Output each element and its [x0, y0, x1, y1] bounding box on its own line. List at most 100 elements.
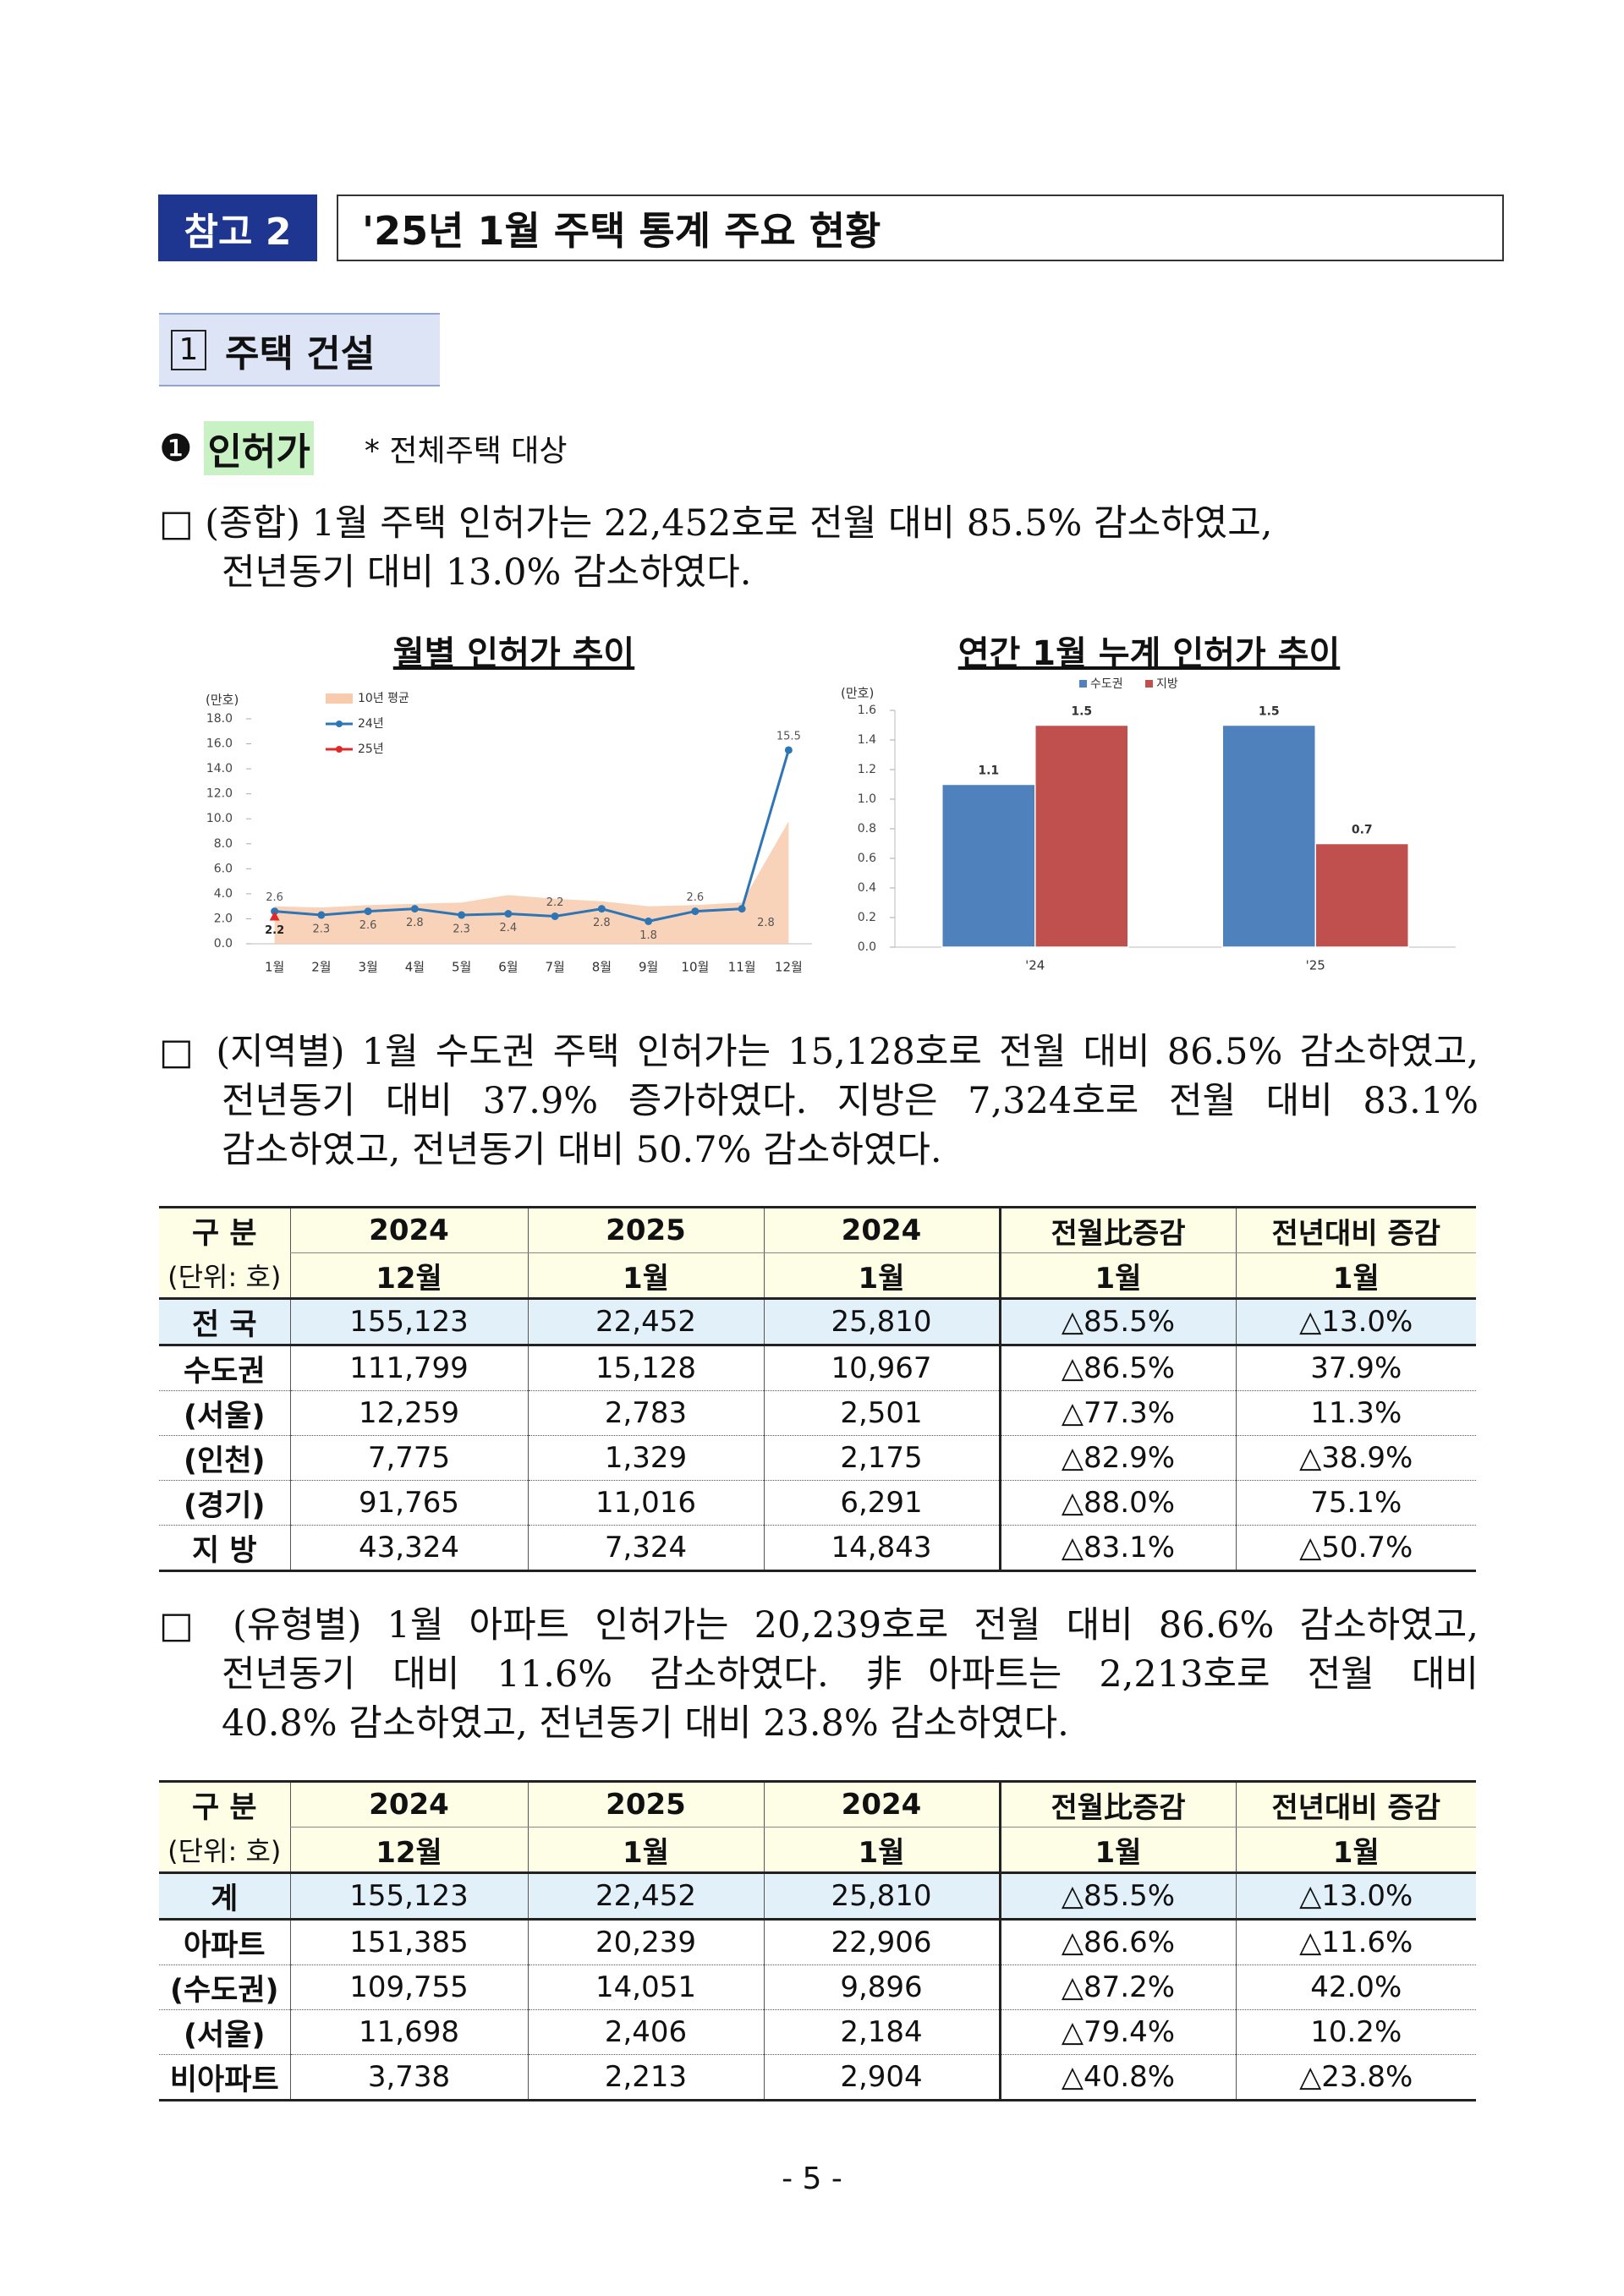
x-tick-label: 2월	[311, 960, 331, 975]
table-cell: (수도권)	[159, 1964, 290, 2010]
y-tick-label: 0.0	[858, 940, 876, 954]
paragraph-line: □ (종합) 1월 주택 인허가는 22,452호로 전월 대비 85.5% 감…	[159, 502, 1273, 545]
bar	[1314, 842, 1409, 948]
point	[691, 907, 700, 916]
table-cell: △86.6%	[998, 1919, 1236, 1965]
table-cell: 75.1%	[1235, 1480, 1476, 1526]
x-tick-label: 10월	[681, 960, 709, 975]
table-cell: 3,738	[289, 2054, 528, 2101]
x-tick-label: 12월	[775, 960, 803, 975]
table-cell: △11.6%	[1235, 1919, 1476, 1965]
x-tick-label: 9월	[639, 960, 658, 975]
y-tick-label: 1.0	[858, 792, 876, 806]
data-label: 2.8	[406, 917, 424, 929]
paragraph-line: 전년동기 대비 13.0% 감소하였다.	[222, 551, 752, 594]
paragraph: □ (유형별) 1월 아파트 인허가는 20,239호로 전월 대비 86.6%…	[159, 1601, 1479, 1748]
table-cell: △13.0%	[1235, 1872, 1476, 1921]
bar	[1034, 724, 1129, 948]
table-cell: 14,051	[527, 1964, 764, 2010]
table-row: (경기) 91,765 11,016 6,291 △88.0% 75.1%	[159, 1480, 1476, 1526]
table-cell: (서울)	[159, 1390, 290, 1436]
table-cell: 15,128	[527, 1345, 764, 1391]
subsection-marker: ❶	[159, 426, 193, 470]
y-tick-label: 0.6	[858, 852, 876, 865]
paragraph: □ (종합) 1월 주택 인허가는 22,452호로 전월 대비 85.5% 감…	[159, 499, 1479, 597]
header-cell: 1월	[1235, 1252, 1476, 1300]
header-title: '25년 1월 주택 통계 주요 현황	[337, 195, 1504, 261]
table-row: 비아파트 3,738 2,213 2,904 △40.8% △23.8%	[159, 2054, 1476, 2101]
table-cell: 7,324	[527, 1525, 764, 1572]
chart-title: 월별 인허가 추이	[392, 634, 635, 673]
header-cell: 1월	[1235, 1827, 1476, 1874]
section-heading: 1 주택 건설	[159, 313, 440, 386]
data-label: 15.5	[776, 730, 801, 743]
legend-label: 지방	[1156, 677, 1178, 691]
header-row: (단위: 호) 12월 1월 1월 1월 1월	[159, 1252, 1476, 1300]
point	[738, 905, 746, 913]
y-tick-label: 10.0	[206, 812, 233, 825]
header-cell: (단위: 호)	[159, 1827, 290, 1874]
table-cell: 2,904	[763, 2054, 1000, 2101]
y-tick-label: 16.0	[206, 737, 233, 751]
table-cell: 비아파트	[159, 2054, 290, 2101]
point	[410, 905, 419, 913]
point	[784, 746, 793, 754]
table-cell: (경기)	[159, 1480, 290, 1526]
table-cell: 109,755	[289, 1964, 528, 2010]
y-tick-label: 0.8	[858, 822, 876, 836]
table-cell: △82.9%	[998, 1435, 1236, 1481]
paragraph-line: 전년동기 대비 11.6% 감소하였다. 非아파트는 2,213호로 전월 대비	[222, 1653, 1479, 1696]
point	[364, 907, 372, 916]
chart-title: 연간 1월 누계 인허가 추이	[957, 634, 1341, 673]
table-cell: 91,765	[289, 1480, 528, 1526]
table-row: (서울) 11,698 2,406 2,184 △79.4% 10.2%	[159, 2009, 1476, 2055]
legend-swatch	[1079, 680, 1087, 688]
legend-label: 25년	[358, 743, 384, 756]
area	[274, 821, 789, 944]
x-tick-label: 3월	[358, 960, 377, 975]
subsection-heading: ❶ 인허가 * 전체주택 대상	[159, 419, 568, 478]
x-tick-label: 5월	[452, 960, 471, 975]
table-cell: 25,810	[763, 1872, 1000, 1921]
table-cell: (서울)	[159, 2009, 290, 2055]
header-cell: 2024	[289, 1780, 528, 1827]
header-cell: 1월	[527, 1827, 764, 1874]
bar-chart: (만호) 0.0 0.2 0.4 0.6 0.8 1.0 1.2 1.4 1.6 '24 1.1 1.5…	[841, 677, 1456, 973]
table-cell: 지 방	[159, 1525, 290, 1572]
header-cell: 구 분	[159, 1206, 290, 1253]
table-cell: △86.5%	[998, 1345, 1236, 1391]
data-label: 2.6	[359, 919, 377, 932]
data-label: 1.5	[1071, 705, 1092, 719]
table-cell: 155,123	[289, 1872, 528, 1921]
legend-swatch	[336, 746, 343, 753]
table-cell: 2,783	[527, 1390, 764, 1436]
x-tick-label: '25	[1306, 958, 1325, 973]
table-row: 전 국 155,123 22,452 25,810 △85.5% △13.0%	[159, 1298, 1476, 1346]
table-cell: 1,329	[527, 1435, 764, 1481]
line-chart: (만호) 0.0 2.0 4.0 6.0 8.0 10.0 12.0 14.0 16.0 18.0 1…	[206, 692, 812, 975]
point	[551, 912, 559, 920]
table-cell: △13.0%	[1235, 1298, 1476, 1346]
table-row: 아파트 151,385 20,239 22,906 △86.6% △11.6%	[159, 1919, 1476, 1965]
paragraph-line: □ (지역별) 1월 수도권 주택 인허가는 15,128호로 전월 대비 86…	[159, 1031, 1479, 1073]
x-tick-label: 7월	[545, 960, 564, 975]
table-cell: 계	[159, 1872, 290, 1921]
table-cell: 2,175	[763, 1435, 1000, 1481]
legend-swatch	[326, 693, 353, 704]
data-label: 2.8	[593, 917, 611, 929]
table-cell: △77.3%	[998, 1390, 1236, 1436]
paragraph-line: 감소하였고, 전년동기 대비 50.7% 감소하였다.	[222, 1129, 942, 1171]
subsection-title: 인허가	[204, 421, 314, 475]
header-cell: 1월	[998, 1827, 1236, 1874]
header-cell: 2024	[763, 1780, 1000, 1827]
table-cell: 20,239	[527, 1919, 764, 1965]
table-cell: △88.0%	[998, 1480, 1236, 1526]
point	[645, 917, 653, 925]
point	[458, 911, 466, 919]
header-cell: 2025	[527, 1780, 764, 1827]
y-tick-label: 1.4	[858, 733, 876, 747]
table-cell: 22,452	[527, 1872, 764, 1921]
section-title: 주택 건설	[225, 332, 376, 375]
x-tick-label: 8월	[592, 960, 612, 975]
